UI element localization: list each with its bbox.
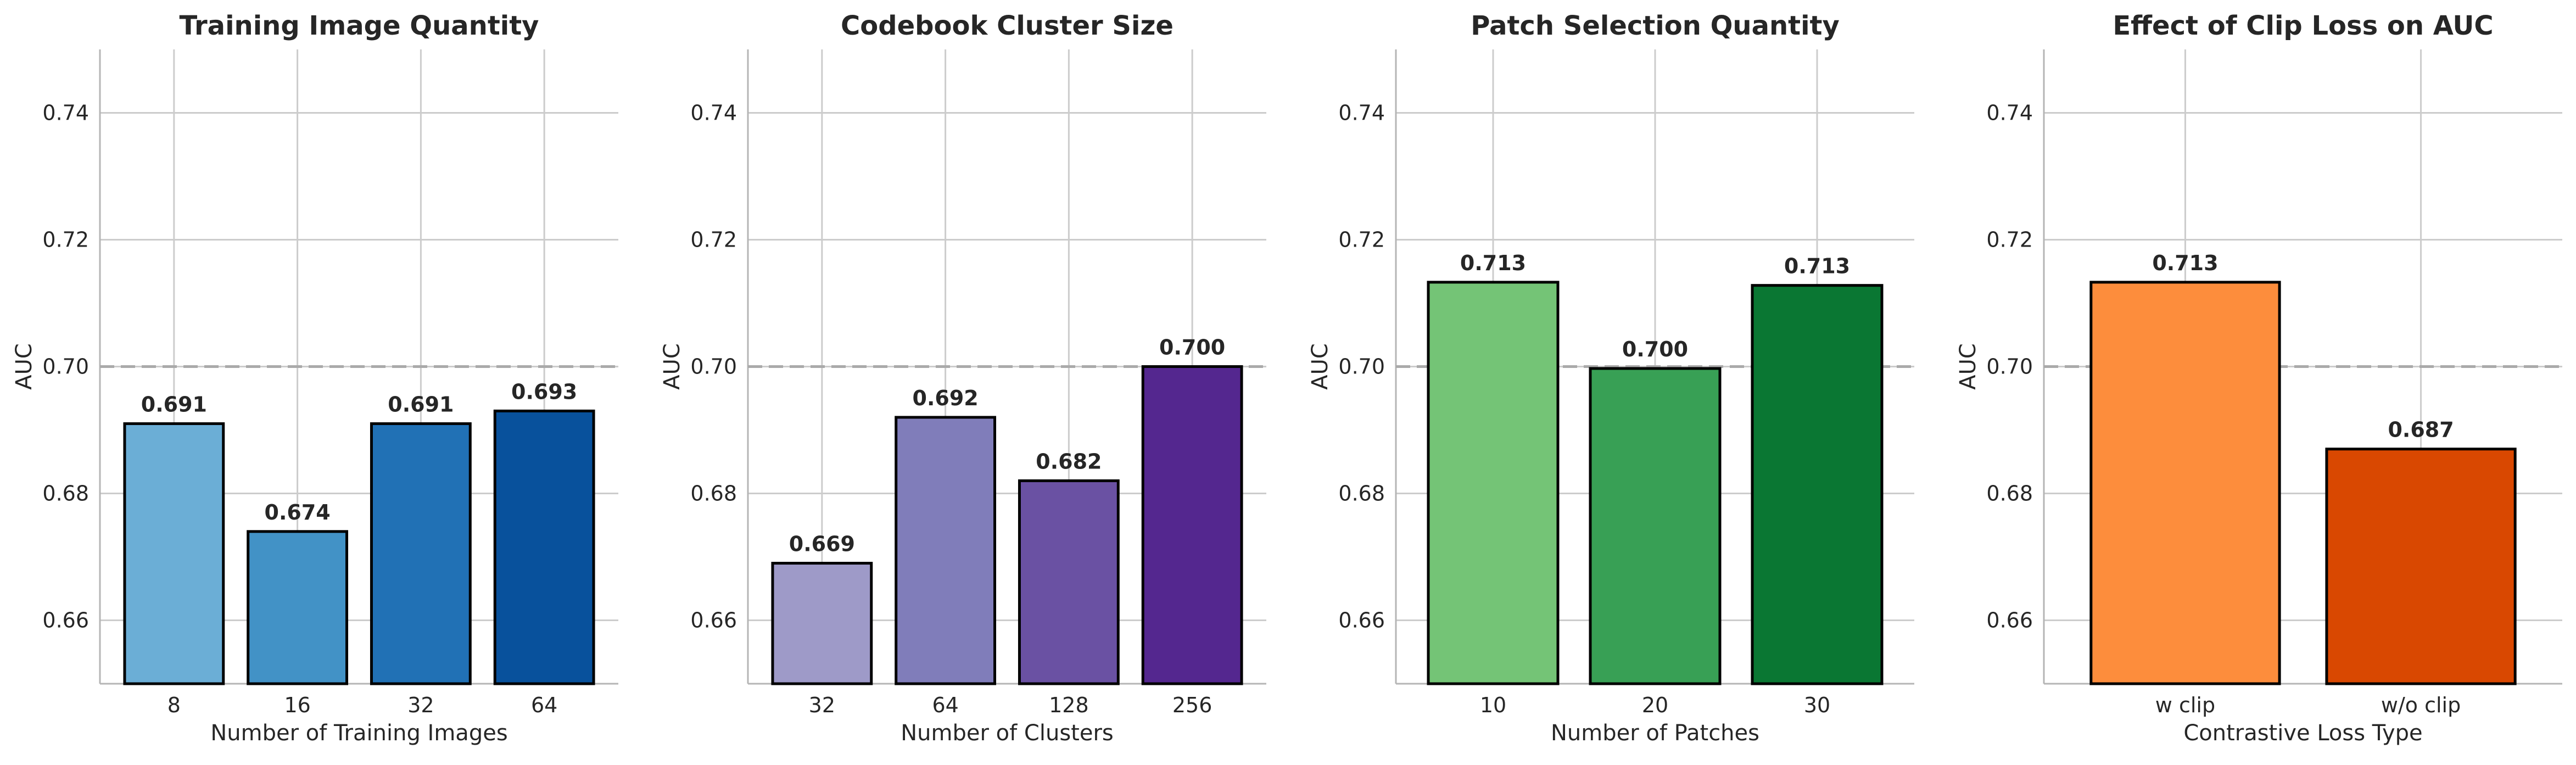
bar-64: [895, 416, 997, 685]
y-tick-label: 0.72: [1986, 228, 2033, 252]
bar-value-label: 0.713: [2152, 251, 2218, 275]
bar-value-label: 0.687: [2388, 418, 2454, 442]
y-tick-label: 0.72: [690, 228, 737, 252]
y-tick-label: 0.72: [1338, 228, 1385, 252]
bar-32: [370, 422, 472, 685]
y-tick-label: 0.70: [42, 355, 89, 379]
bar-value-label: 0.674: [265, 500, 331, 524]
bar-value-label: 0.691: [388, 392, 454, 416]
bar-8: [123, 422, 225, 685]
y-tick-label: 0.74: [690, 101, 737, 125]
y-tick-label: 0.68: [42, 482, 89, 506]
bar-w-clip: [2089, 281, 2281, 685]
x-tick-label: w clip: [2155, 693, 2215, 717]
x-axis-label: Number of Clusters: [901, 721, 1113, 746]
bar-64: [493, 409, 595, 685]
x-axis-label: Number of Training Images: [210, 721, 507, 746]
y-tick-label: 0.74: [1338, 101, 1385, 125]
x-tick-label: 10: [1480, 693, 1506, 717]
bar-256: [1141, 365, 1243, 685]
x-tick-label: 64: [932, 693, 958, 717]
chart-panel-1: 0.66 0.68 0.70 0.72 0.74 0.691 8 0.674 16 0.691 32…: [12, 10, 618, 746]
y-tick-label: 0.70: [1338, 355, 1385, 379]
bar-32: [771, 562, 873, 685]
x-axis-label: Number of Patches: [1551, 721, 1759, 746]
chart-panel-4: 0.66 0.68 0.70 0.72 0.74 0.713 w clip 0.687 w/o …: [1955, 10, 2562, 746]
y-axis-label: AUC: [1307, 343, 1333, 390]
bar-128: [1018, 479, 1120, 685]
bar-16: [247, 530, 349, 685]
y-tick-label: 0.66: [42, 608, 89, 633]
chart-title: Codebook Cluster Size: [841, 10, 1174, 41]
y-tick-label: 0.66: [1338, 608, 1385, 633]
y-tick-label: 0.66: [1986, 608, 2033, 633]
chart-title: Patch Selection Quantity: [1471, 10, 1840, 41]
x-tick-label: 256: [1172, 693, 1212, 717]
bar-w-o-clip: [2325, 448, 2517, 685]
bar-20: [1589, 367, 1722, 685]
bar-value-label: 0.682: [1036, 449, 1102, 473]
x-tick-label: 30: [1804, 693, 1830, 717]
chart-panel-2: 0.66 0.68 0.70 0.72 0.74 0.669 32 0.692 64 0.682 1…: [660, 10, 1266, 746]
y-tick-label: 0.74: [1986, 101, 2033, 125]
bar-value-label: 0.713: [1784, 254, 1850, 278]
y-tick-label: 0.70: [690, 355, 737, 379]
bar-value-label: 0.691: [141, 392, 207, 416]
x-tick-label: 8: [167, 693, 181, 717]
y-tick-label: 0.68: [1338, 482, 1385, 506]
bar-value-label: 0.669: [789, 532, 855, 556]
x-tick-label: 64: [531, 693, 557, 717]
chart-title: Effect of Clip Loss on AUC: [2113, 10, 2493, 41]
y-tick-label: 0.70: [1986, 355, 2033, 379]
bar-30: [1751, 284, 1884, 685]
y-tick-label: 0.68: [690, 482, 737, 506]
y-axis-label: AUC: [12, 343, 37, 390]
y-axis-label: AUC: [660, 343, 685, 390]
y-tick-label: 0.68: [1986, 482, 2033, 506]
x-tick-label: 20: [1642, 693, 1668, 717]
y-axis-label: AUC: [1955, 343, 1981, 390]
x-tick-label: 32: [809, 693, 835, 717]
x-tick-label: 128: [1049, 693, 1089, 717]
y-tick-label: 0.74: [42, 101, 89, 125]
x-tick-label: 32: [407, 693, 434, 717]
y-tick-label: 0.66: [690, 608, 737, 633]
chart-panel-3: 0.66 0.68 0.70 0.72 0.74 0.713 10 0.700 20 0.713 3…: [1307, 10, 1914, 746]
x-tick-label: 16: [284, 693, 310, 717]
chart-title: Training Image Quantity: [180, 10, 539, 41]
bar-value-label: 0.700: [1622, 337, 1688, 361]
bar-value-label: 0.713: [1460, 251, 1526, 275]
bar-value-label: 0.693: [511, 379, 577, 404]
y-tick-label: 0.72: [42, 228, 89, 252]
bar-value-label: 0.692: [913, 386, 979, 410]
x-tick-label: w/o clip: [2381, 693, 2461, 717]
x-axis-label: Contrastive Loss Type: [2183, 721, 2422, 746]
bar-value-label: 0.700: [1159, 336, 1225, 360]
bar-10: [1427, 281, 1560, 685]
